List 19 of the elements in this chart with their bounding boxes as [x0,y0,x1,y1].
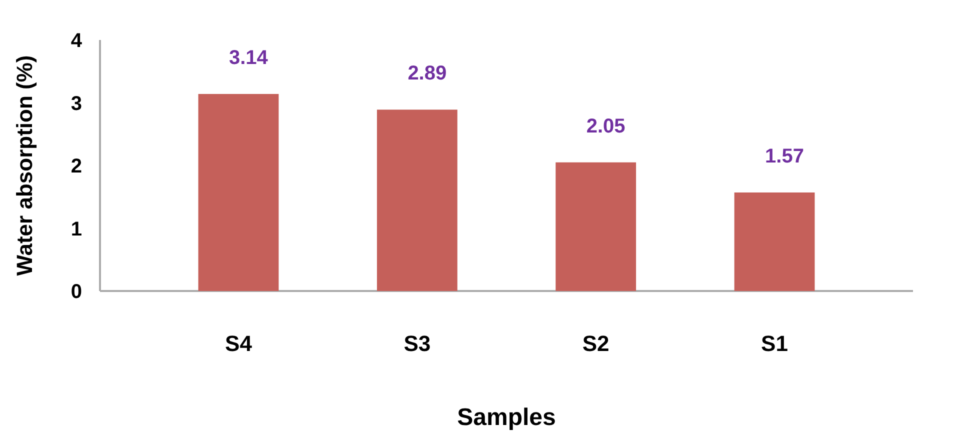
x-tick-label: S2 [582,331,610,356]
bar [376,110,458,291]
data-label: 2.89 [408,62,447,85]
bar [556,162,636,291]
y-tick-label: 1 [70,218,82,240]
x-axis-title: Samples [457,404,556,431]
bar [734,192,815,291]
y-tick-label: 2 [70,156,82,178]
data-label: 3.14 [229,46,269,69]
data-label: 2.05 [586,115,626,138]
data-label: 1.57 [765,145,804,168]
x-tick-label: S4 [225,331,253,356]
x-tick-label: S1 [761,331,788,356]
bar [198,94,279,291]
y-tick-label: 3 [70,92,82,115]
x-tick-label: S3 [404,331,431,356]
y-tick-label: 4 [70,30,83,52]
y-tick-label: 0 [70,281,82,303]
y-axis-title: Water absorption (%) [12,55,37,276]
